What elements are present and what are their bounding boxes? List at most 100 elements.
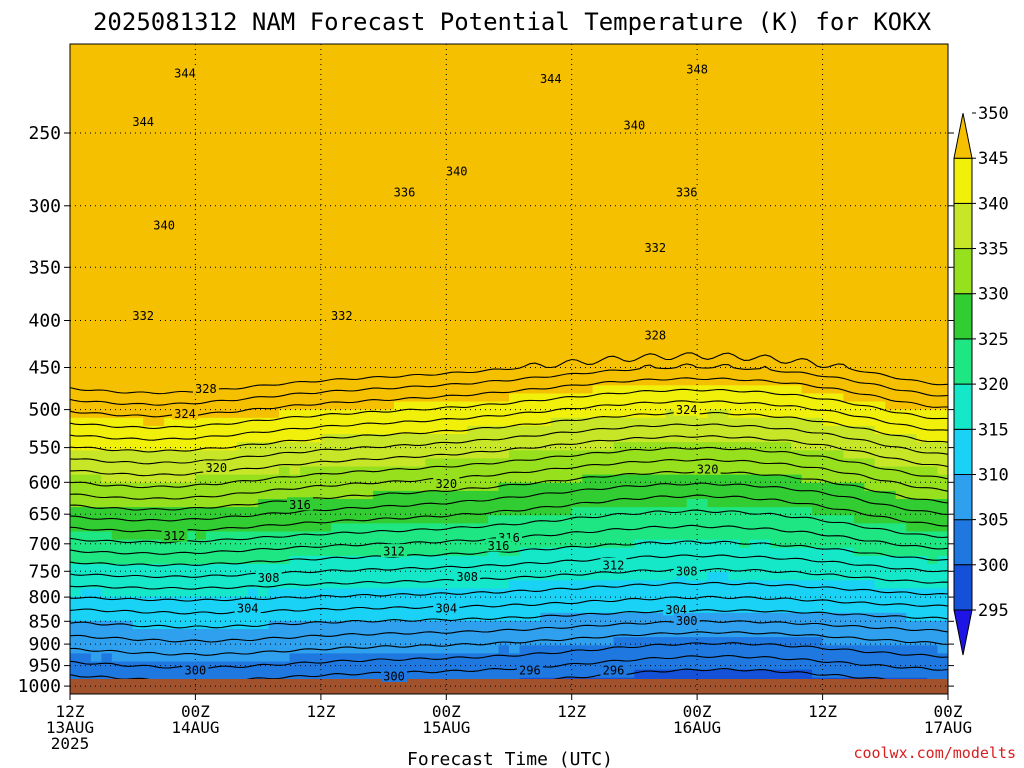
field-cell xyxy=(718,255,730,264)
field-cell xyxy=(195,474,207,484)
field-cell xyxy=(592,425,604,435)
field-cell xyxy=(226,100,238,110)
field-cell xyxy=(310,474,322,484)
field-cell xyxy=(550,377,562,386)
field-cell xyxy=(707,572,719,581)
field-cell xyxy=(101,141,113,151)
field-cell xyxy=(258,474,270,484)
field-cell xyxy=(613,52,625,61)
field-cell xyxy=(519,312,531,321)
field-cell xyxy=(665,117,677,126)
field-cell xyxy=(174,100,186,110)
field-cell xyxy=(676,336,688,346)
field-cell xyxy=(634,531,646,541)
field-cell xyxy=(320,271,332,281)
field-cell xyxy=(550,409,562,419)
field-cell xyxy=(519,271,531,281)
field-cell xyxy=(320,474,332,484)
field-cell xyxy=(613,572,625,581)
field-cell xyxy=(247,336,259,346)
field-cell xyxy=(519,645,531,654)
field-cell xyxy=(237,76,249,86)
field-cell xyxy=(456,629,468,638)
field-cell xyxy=(185,580,197,589)
field-cell xyxy=(509,490,521,500)
field-cell xyxy=(519,596,531,606)
field-cell xyxy=(707,230,719,240)
field-cell xyxy=(268,312,280,321)
field-cell xyxy=(561,271,573,281)
field-cell xyxy=(676,352,688,362)
field-cell xyxy=(582,328,594,338)
field-cell xyxy=(101,612,113,622)
field-cell xyxy=(540,564,552,573)
field-cell xyxy=(289,434,301,443)
field-cell xyxy=(80,539,92,549)
field-cell xyxy=(153,385,165,394)
field-cell xyxy=(467,230,479,240)
field-cell xyxy=(624,507,636,516)
field-cell xyxy=(352,133,364,143)
field-cell xyxy=(592,100,604,110)
field-cell xyxy=(352,515,364,524)
field-cell xyxy=(320,482,332,492)
field-cell xyxy=(404,458,416,468)
field-cell xyxy=(414,92,426,102)
field-cell xyxy=(624,44,636,53)
field-cell xyxy=(70,76,82,86)
field-cell xyxy=(697,149,709,159)
field-cell xyxy=(331,206,343,216)
field-cell xyxy=(331,239,343,248)
field-cell xyxy=(185,360,197,370)
field-cell xyxy=(519,304,531,313)
field-cell xyxy=(425,239,437,248)
field-cell xyxy=(373,52,385,61)
field-cell xyxy=(226,304,238,313)
field-cell xyxy=(718,76,730,86)
field-cell xyxy=(352,206,364,216)
field-cell xyxy=(153,653,165,663)
field-cell xyxy=(655,442,667,451)
field-cell xyxy=(676,157,688,167)
field-cell xyxy=(488,100,500,110)
field-cell xyxy=(467,385,479,394)
field-cell xyxy=(477,206,489,216)
field-cell xyxy=(644,352,656,362)
field-cell xyxy=(529,417,541,427)
field-cell xyxy=(634,255,646,264)
field-cell xyxy=(467,629,479,638)
field-cell xyxy=(425,52,437,61)
field-cell xyxy=(331,174,343,183)
field-cell xyxy=(404,499,416,508)
field-cell xyxy=(488,637,500,646)
field-cell xyxy=(320,572,332,581)
field-cell xyxy=(613,588,625,598)
field-cell xyxy=(634,76,646,86)
field-cell xyxy=(341,60,353,69)
field-cell xyxy=(540,434,552,443)
field-cell xyxy=(331,515,343,524)
field-cell xyxy=(320,507,332,516)
field-cell xyxy=(205,360,217,370)
field-cell xyxy=(686,295,698,305)
field-cell xyxy=(122,336,134,346)
field-cell xyxy=(310,92,322,102)
field-cell xyxy=(655,669,667,679)
field-cell xyxy=(216,417,228,427)
field-cell xyxy=(143,442,155,451)
field-cell xyxy=(613,482,625,492)
field-cell xyxy=(550,125,562,134)
field-cell xyxy=(185,344,197,354)
field-cell xyxy=(226,336,238,346)
field-cell xyxy=(320,401,332,411)
field-cell xyxy=(498,629,510,638)
field-cell xyxy=(237,458,249,468)
field-cell xyxy=(320,84,332,94)
field-cell xyxy=(404,174,416,183)
field-cell xyxy=(686,336,698,346)
field-cell xyxy=(185,401,197,411)
field-cell xyxy=(446,507,458,516)
field-cell xyxy=(571,222,583,232)
field-cell xyxy=(237,328,249,338)
field-cell xyxy=(237,588,249,598)
